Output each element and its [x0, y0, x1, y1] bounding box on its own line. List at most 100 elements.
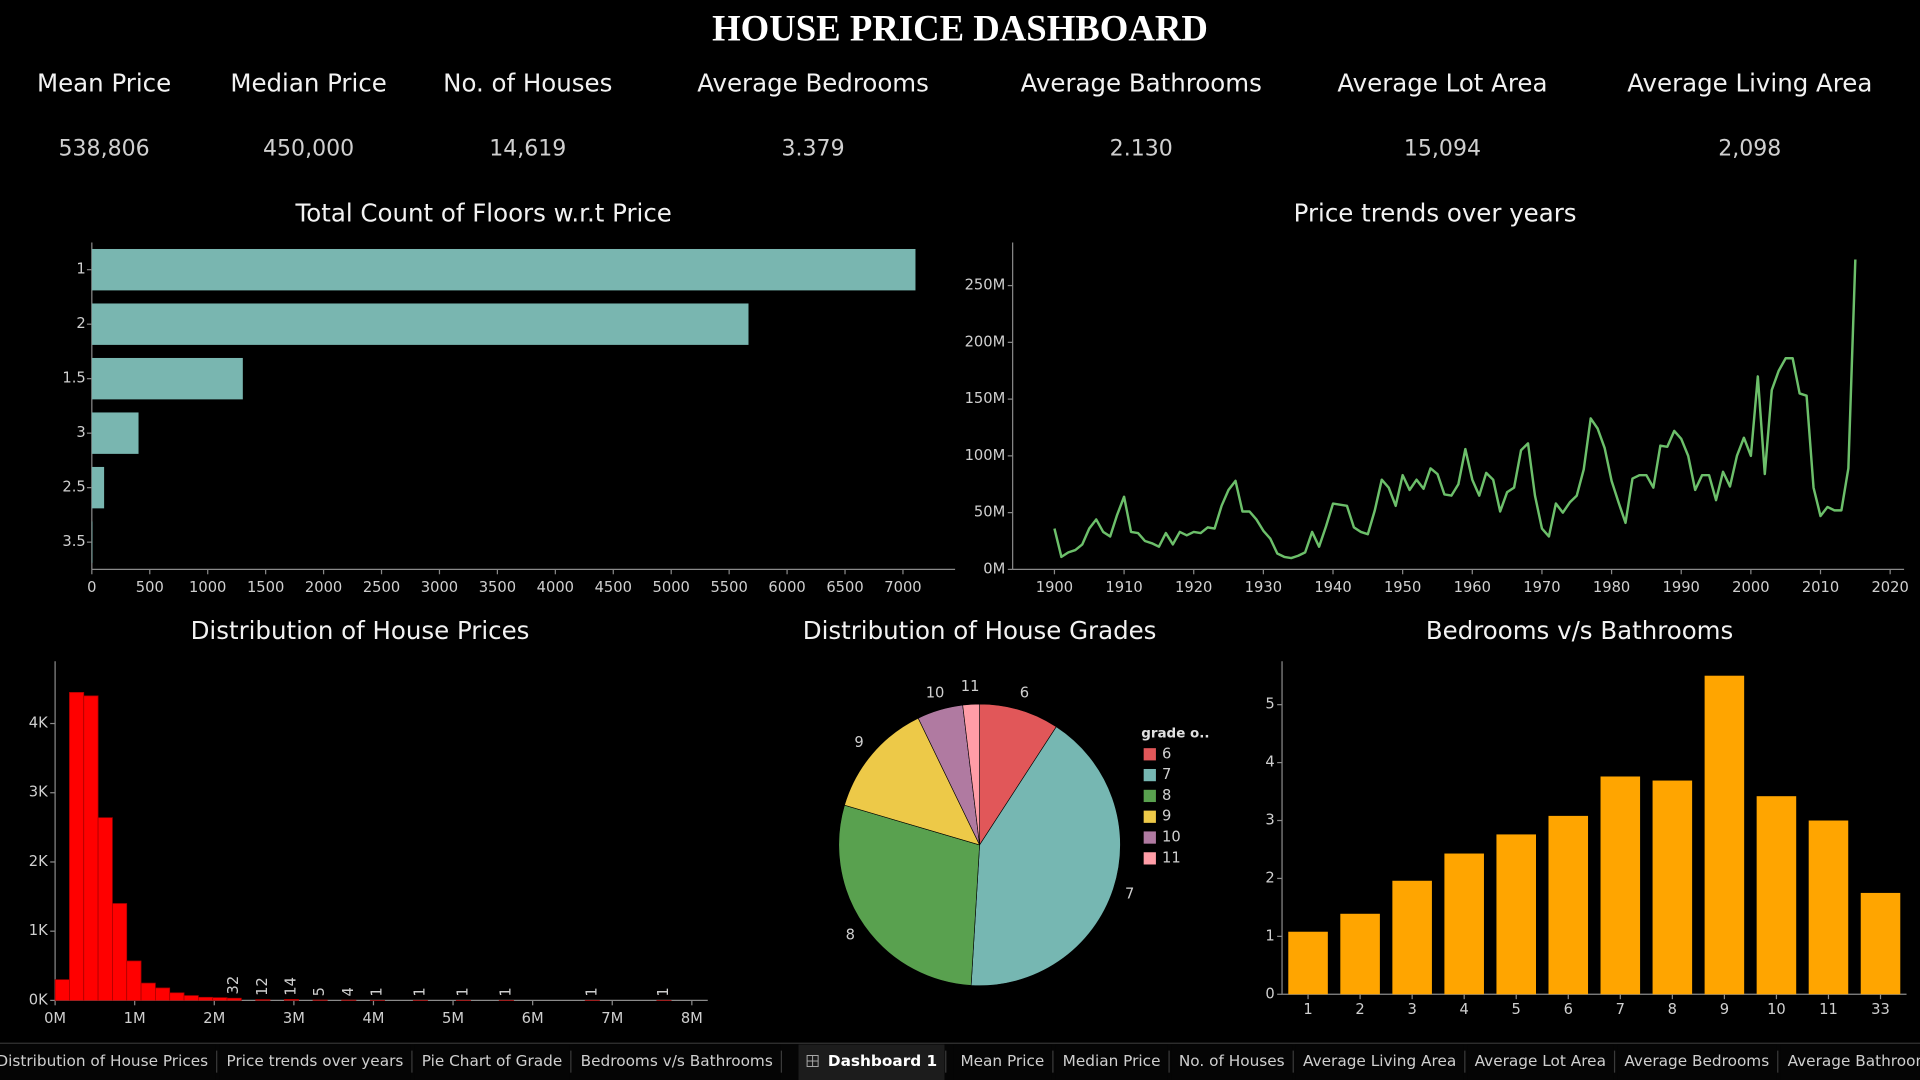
tab-background[interactable] — [219, 1044, 411, 1080]
tab-background[interactable] — [1467, 1044, 1614, 1080]
x-tick-label: 2010 — [1802, 579, 1839, 596]
tab[interactable]: No. of Houses — [1171, 1044, 1293, 1080]
tab[interactable]: Average Lot Area — [1467, 1044, 1614, 1080]
y-tick-label: 150M — [965, 390, 1006, 407]
x-tick-label: 2020 — [1871, 579, 1908, 596]
tab[interactable]: Distribution of House Prices — [0, 1044, 216, 1080]
y-tick-label: 1 — [1265, 927, 1274, 944]
slice-label: 10 — [926, 684, 945, 701]
y-tick-label: 4 — [1265, 754, 1274, 771]
histogram-bar — [140, 982, 156, 1001]
x-tick-label: 1990 — [1663, 579, 1700, 596]
tab[interactable]: Bedrooms v/s Bathrooms — [573, 1044, 781, 1080]
x-tick-label: 3 — [1407, 1001, 1416, 1018]
tab-label[interactable]: Dashboard 1 — [828, 1052, 937, 1070]
chart-title: Distribution of House Prices — [191, 616, 530, 645]
x-tick-label: 4000 — [537, 579, 574, 596]
x-tick-label: 5 — [1512, 1001, 1521, 1018]
x-tick-label: 7000 — [884, 579, 921, 596]
tab-label[interactable]: Average Bedrooms — [1624, 1052, 1769, 1070]
tab[interactable]: Average Living Area — [1295, 1044, 1464, 1080]
kpi-value: 538,806 — [59, 136, 150, 161]
tab-background[interactable] — [1295, 1044, 1464, 1080]
kpi-label: Mean Price — [37, 68, 171, 97]
tab[interactable]: Mean Price — [953, 1044, 1052, 1080]
x-tick-label: 2 — [1355, 1001, 1364, 1018]
tab-label[interactable]: No. of Houses — [1179, 1052, 1285, 1070]
tab-label[interactable]: Median Price — [1063, 1052, 1161, 1070]
bar — [1860, 892, 1901, 995]
tab[interactable]: Pie Chart of Grade — [414, 1044, 570, 1080]
legend-label: 6 — [1162, 745, 1171, 762]
tab-label[interactable]: Distribution of House Prices — [0, 1052, 208, 1070]
x-tick-label: 1970 — [1523, 579, 1560, 596]
histogram-bar — [97, 817, 113, 1001]
kpi-label: Average Bathrooms — [1021, 68, 1262, 97]
histogram-bar — [255, 999, 271, 1001]
x-tick-label: 3000 — [421, 579, 458, 596]
tab[interactable]: Average Bedrooms — [1617, 1044, 1777, 1080]
x-tick-label: 1950 — [1384, 579, 1421, 596]
tab-label[interactable]: Mean Price — [960, 1052, 1044, 1070]
x-tick-label: 1930 — [1245, 579, 1282, 596]
tab-background[interactable] — [573, 1044, 781, 1080]
legend-swatch — [1143, 768, 1156, 782]
y-tick-label: 1.5 — [62, 370, 85, 387]
x-tick-label: 1920 — [1175, 579, 1212, 596]
x-tick-label: 7 — [1616, 1001, 1625, 1018]
data-label: 1 — [497, 987, 514, 996]
tab-label[interactable]: Bedrooms v/s Bathrooms — [581, 1052, 773, 1070]
x-tick-label: 8 — [1668, 1001, 1677, 1018]
tab-label[interactable]: Average Bathrooms — [1788, 1052, 1920, 1070]
kpi-value: 2,098 — [1718, 136, 1781, 161]
kpi-value: 15,094 — [1404, 136, 1481, 161]
data-label: 5 — [311, 987, 328, 996]
chart-title: Total Count of Floors w.r.t Price — [295, 198, 672, 227]
tab[interactable]: Median Price — [1055, 1044, 1168, 1080]
kpi-value: 2.130 — [1110, 136, 1173, 161]
tab-background[interactable] — [1055, 1044, 1168, 1080]
data-label: 1 — [368, 987, 385, 996]
histogram-bar — [83, 695, 99, 1001]
y-tick-label: 100M — [965, 447, 1006, 464]
tab[interactable]: Average Bathrooms — [1780, 1044, 1920, 1080]
x-tick-label: 0M — [44, 1010, 66, 1027]
x-tick-label: 5000 — [653, 579, 690, 596]
y-tick-label: 2 — [1265, 869, 1274, 886]
tab-label[interactable]: Average Living Area — [1303, 1052, 1456, 1070]
x-tick-label: 5500 — [710, 579, 747, 596]
tab-background[interactable] — [414, 1044, 570, 1080]
chart-title: Price trends over years — [1294, 198, 1577, 227]
x-tick-label: 4 — [1460, 1001, 1469, 1018]
x-tick-label: 2500 — [363, 579, 400, 596]
y-tick-label: 3 — [1265, 812, 1274, 829]
bar — [91, 248, 916, 291]
x-tick-label: 1M — [124, 1010, 146, 1027]
histogram-bar — [198, 996, 214, 1001]
bar — [1392, 880, 1432, 995]
bar — [1340, 913, 1380, 995]
tab-label[interactable]: Price trends over years — [226, 1052, 403, 1070]
tab-label[interactable]: Pie Chart of Grade — [422, 1052, 563, 1070]
tab-label[interactable]: Average Lot Area — [1475, 1052, 1606, 1070]
tab-background[interactable] — [953, 1044, 1052, 1080]
tab-background[interactable] — [1171, 1044, 1293, 1080]
x-tick-label: 33 — [1871, 1001, 1890, 1018]
x-tick-label: 3M — [283, 1010, 305, 1027]
tab-background[interactable] — [798, 1044, 945, 1080]
tab[interactable]: Dashboard 1 — [798, 1044, 945, 1080]
tab-background[interactable] — [1780, 1044, 1920, 1080]
legend-swatch — [1143, 789, 1156, 803]
kpi-label: Average Bedrooms — [697, 68, 929, 97]
tab[interactable]: Price trends over years — [219, 1044, 411, 1080]
tab-background[interactable] — [1617, 1044, 1777, 1080]
y-tick-label: 4K — [29, 715, 48, 732]
y-tick-label: 3 — [76, 424, 85, 441]
data-label: 32 — [225, 976, 242, 995]
x-tick-label: 1000 — [189, 579, 226, 596]
tab-background[interactable] — [0, 1044, 216, 1080]
pie-slice — [844, 717, 981, 846]
y-tick-label: 5 — [1265, 696, 1274, 713]
chart-title: Distribution of House Grades — [803, 616, 1157, 645]
